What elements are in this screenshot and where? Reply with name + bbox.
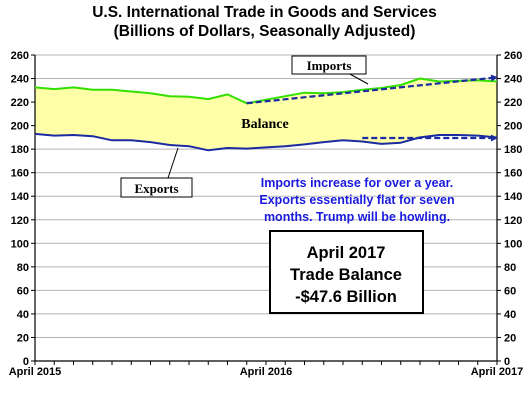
y-tick-label-right: 180 [504,144,522,156]
y-tick-label-right: 80 [504,262,516,274]
y-tick-label-left: 20 [17,332,29,344]
y-tick-label-left: 80 [17,262,29,274]
x-tick-label-2017-04: April 2017 [471,366,524,378]
exports-callout-box [120,177,193,198]
balance-band [35,78,497,151]
commentary-line-3: months. Trump will be howling. [264,210,450,224]
y-tick-label-left: 240 [11,74,29,86]
y-tick-label-left: 40 [17,309,29,321]
imports-callout-label: Imports [307,58,352,73]
y-tick-label-right: 260 [504,50,522,62]
commentary-line-2: Exports essentially flat for seven [259,193,454,207]
y-tick-label-left: 180 [11,144,29,156]
y-tick-label-right: 160 [504,168,522,180]
commentary-line-1: Imports increase for over a year. [261,176,453,190]
trade-balance-line-2: Trade Balance [290,266,402,284]
imports-callout-pointer [347,72,369,85]
trade-balance-box-frame [269,230,424,314]
y-tick-label-right: 220 [504,97,522,109]
y-tick-label-left: 120 [11,215,29,227]
x-tick-label-2015-04: April 2015 [9,366,62,378]
y-tick-label-left: 100 [11,238,29,250]
y-tick-label-right: 60 [504,285,516,297]
y-tick-label-left: 60 [17,285,29,297]
y-tick-label-left: 140 [11,191,29,203]
y-tick-label-left: 0 [23,356,29,368]
y-tick-label-left: 220 [11,97,29,109]
series-line-imports [34,77,498,105]
balance-label: Balance [241,117,288,132]
y-tick-label-right: 20 [504,332,516,344]
exports-callout-pointer [167,147,179,179]
y-tick-label-right: 40 [504,309,516,321]
y-tick-label-right: 0 [504,356,510,368]
y-tick-label-left: 160 [11,168,29,180]
y-tick-label-right: 100 [504,238,522,250]
x-tick-label-2016-04: April 2016 [240,366,293,378]
imports-callout: Imports [291,55,369,85]
trendline-imports [246,74,498,105]
chart-title-line-1: U.S. International Trade in Goods and Se… [92,4,437,21]
commentary-note: Imports increase for over a year. Export… [259,176,454,224]
trendlines [246,74,498,142]
balance-area [35,78,497,151]
y-tick-label-left: 260 [11,50,29,62]
y-tick-label-right: 240 [504,74,522,86]
exports-callout-label: Exports [134,181,178,196]
y-tick-label-left: 200 [11,121,29,133]
imports-callout-box [291,55,367,75]
y-tick-label-right: 120 [504,215,522,227]
exports-callout: Exports [120,147,193,198]
chart-title-line-2: (Billions of Dollars, Seasonally Adjuste… [113,23,416,40]
y-tick-label-right: 200 [504,121,522,133]
trade-balance-box: April 2017 Trade Balance -$47.6 Billion [269,230,424,314]
axes [31,54,501,365]
chart-title: U.S. International Trade in Goods and Se… [0,3,529,41]
trade-balance-line-1: April 2017 [307,244,386,262]
tick-labels: 0 0 20 20 40 40 60 60 80 80 100 100 120 120 140 140 160 1… [9,50,524,378]
trade-balance-line-3: -$47.6 Billion [295,288,397,306]
y-tick-label-right: 140 [504,191,522,203]
